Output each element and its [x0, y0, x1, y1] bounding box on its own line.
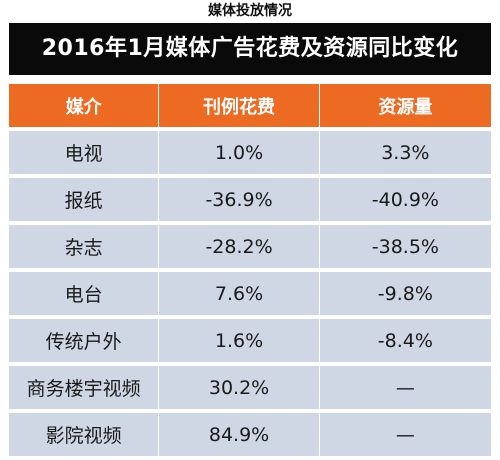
table-row: 传统户外 1.6% -8.4%: [9, 319, 491, 362]
column-divider: [158, 272, 160, 315]
column-divider: [158, 225, 160, 268]
column-divider: [318, 272, 320, 315]
table-row: 影院视频 84.9% —: [9, 413, 491, 456]
column-divider: [158, 366, 160, 409]
cell-media: 影院视频: [45, 425, 122, 447]
column-divider: [318, 413, 320, 456]
cell-resources: —: [395, 376, 415, 399]
cell-media: 传统户外: [45, 331, 122, 353]
cell-resources: -9.8%: [377, 282, 433, 305]
column-header-spend: 刊例花费: [203, 96, 276, 118]
column-divider: [158, 413, 160, 456]
cell-resources: 3.3%: [381, 141, 430, 164]
column-divider: [318, 178, 320, 221]
media-spend-table: 媒介 刊例花费 资源量 电视 1.0% 3.3% 报纸 -36.9% -40.9…: [9, 84, 491, 460]
table-title-banner: 2016年1月媒体广告花费及资源同比变化: [9, 23, 491, 75]
table-row: 杂志 -28.2% -38.5%: [9, 225, 491, 268]
cell-resources: -8.4%: [377, 329, 433, 352]
cell-spend: 7.6%: [214, 282, 264, 305]
column-header-media: 媒介: [65, 96, 102, 118]
table-row: 电视 1.0% 3.3%: [9, 131, 491, 174]
column-divider: [158, 178, 160, 221]
cell-resources: -40.9%: [371, 188, 439, 211]
cell-media: 商务楼宇视频: [26, 378, 141, 400]
cell-spend: 1.0%: [214, 141, 264, 164]
cell-media: 电视: [64, 143, 103, 165]
cell-spend: 30.2%: [208, 376, 270, 399]
page-caption: 媒体投放情况: [208, 3, 292, 19]
column-divider: [318, 366, 320, 409]
cell-spend: -36.9%: [205, 188, 273, 211]
cell-spend: -28.2%: [205, 235, 273, 258]
column-divider: [158, 319, 160, 362]
column-divider: [318, 225, 320, 268]
table-header-row: 媒介 刊例花费 资源量: [9, 84, 491, 127]
cell-spend: 84.9%: [208, 423, 270, 446]
cell-media: 杂志: [64, 237, 103, 259]
column-divider: [158, 84, 160, 127]
table-row: 报纸 -36.9% -40.9%: [9, 178, 491, 221]
cell-resources: -38.5%: [371, 235, 439, 258]
cell-media: 电台: [64, 284, 103, 306]
table-row: 商务楼宇视频 30.2% —: [9, 366, 491, 409]
cell-spend: 1.6%: [214, 329, 264, 352]
cell-media: 报纸: [64, 190, 103, 212]
column-divider: [318, 84, 320, 127]
column-divider: [318, 319, 320, 362]
table-row: 电台 7.6% -9.8%: [9, 272, 491, 315]
column-divider: [318, 131, 320, 174]
column-divider: [158, 131, 160, 174]
column-header-resources: 资源量: [378, 96, 433, 118]
cell-resources: —: [395, 423, 415, 446]
